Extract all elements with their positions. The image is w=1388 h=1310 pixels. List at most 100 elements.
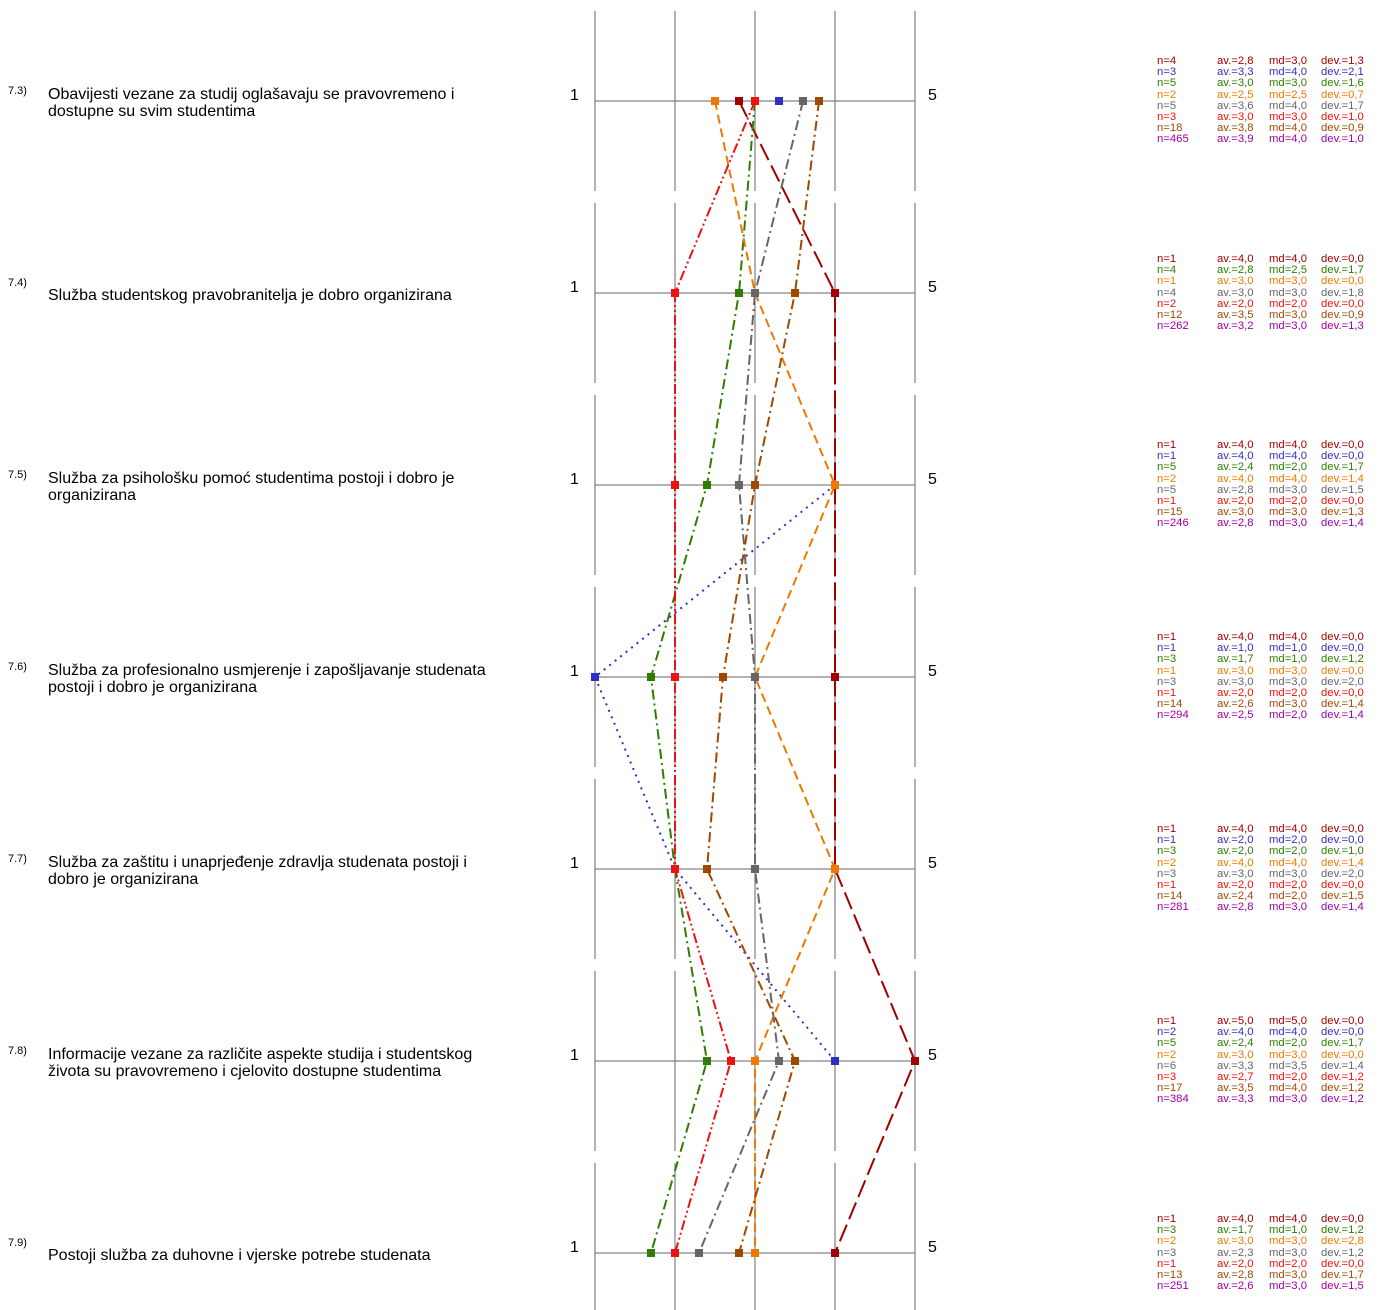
stat-deviation: dev.=0,0 bbox=[1321, 297, 1364, 310]
scale-min-label: 1 bbox=[570, 471, 579, 488]
data-point bbox=[831, 673, 839, 681]
stat-median: md=4,0 bbox=[1269, 66, 1307, 79]
stat-n: n=6 bbox=[1157, 1059, 1177, 1072]
stat-row: n=3 av.=3,0 md=3,0 dev.=2,0 bbox=[1157, 867, 1364, 880]
stat-median: md=4,0 bbox=[1269, 1213, 1307, 1225]
stat-deviation: dev.=0,0 bbox=[1321, 664, 1364, 677]
stat-deviation: dev.=1,0 bbox=[1321, 111, 1364, 124]
stat-row: n=5 av.=2,8 md=3,0 dev.=1,5 bbox=[1157, 483, 1364, 496]
stat-median: md=4,0 bbox=[1269, 856, 1307, 869]
stat-deviation: dev.=1,2 bbox=[1321, 653, 1364, 666]
stat-median: md=3,0 bbox=[1269, 664, 1307, 677]
stat-n: n=12 bbox=[1157, 309, 1183, 322]
stat-deviation: dev.=1,3 bbox=[1321, 506, 1364, 519]
question-number: 7.8) bbox=[8, 1045, 27, 1057]
stat-median: md=3,0 bbox=[1269, 55, 1307, 67]
data-point bbox=[775, 1057, 783, 1065]
stat-row: n=6 av.=3,3 md=3,5 dev.=1,4 bbox=[1157, 1059, 1364, 1072]
stat-row: n=1 av.=4,0 md=4,0 dev.=0,0 bbox=[1157, 439, 1364, 451]
stat-row: n=251 av.=2,6 md=3,0 dev.=1,5 bbox=[1157, 1280, 1364, 1293]
data-point bbox=[791, 289, 799, 297]
scale-min-label: 1 bbox=[570, 1239, 579, 1256]
stat-deviation: dev.=1,5 bbox=[1321, 1280, 1364, 1293]
stat-average: av.=3,3 bbox=[1217, 66, 1254, 79]
stat-median: md=3,5 bbox=[1269, 1059, 1307, 1072]
data-point bbox=[703, 1057, 711, 1065]
stat-median: md=3,0 bbox=[1269, 77, 1307, 90]
data-point bbox=[735, 97, 743, 105]
stat-deviation: dev.=0,0 bbox=[1321, 495, 1364, 508]
stat-row: n=12 av.=3,5 md=3,0 dev.=0,9 bbox=[1157, 309, 1364, 322]
stat-average: av.=4,0 bbox=[1217, 450, 1254, 463]
stat-row: n=5 av.=2,4 md=2,0 dev.=1,7 bbox=[1157, 1037, 1364, 1050]
data-point bbox=[735, 1249, 743, 1257]
stat-median: md=3,0 bbox=[1269, 506, 1307, 519]
stat-average: av.=3,0 bbox=[1217, 286, 1254, 299]
stat-average: av.=2,0 bbox=[1217, 687, 1254, 700]
stat-average: av.=4,0 bbox=[1217, 823, 1254, 835]
series-markers bbox=[591, 97, 919, 1257]
scale-max-label: 5 bbox=[928, 1047, 937, 1064]
stat-row: n=3 av.=2,3 md=3,0 dev.=1,2 bbox=[1157, 1246, 1364, 1259]
data-point bbox=[751, 1057, 759, 1065]
stat-deviation: dev.=0,0 bbox=[1321, 275, 1364, 288]
question-stats: n=4 av.=2,8 md=3,0 dev.=1,3 n=3 av.=3,3 md=4,0… bbox=[1157, 55, 1364, 146]
stat-average: av.=3,5 bbox=[1217, 309, 1254, 322]
question-text: Služba za profesionalno usmjerenje i zap… bbox=[48, 662, 486, 696]
stat-average: av.=2,4 bbox=[1217, 890, 1254, 903]
stat-n: n=14 bbox=[1157, 890, 1183, 903]
stat-n: n=2 bbox=[1157, 856, 1177, 869]
data-point bbox=[831, 1057, 839, 1065]
stat-average: av.=2,8 bbox=[1217, 483, 1254, 496]
stat-average: av.=3,0 bbox=[1217, 1048, 1254, 1061]
stat-row: n=3 av.=3,0 md=3,0 dev.=2,0 bbox=[1157, 676, 1364, 688]
stat-n: n=2 bbox=[1157, 1026, 1177, 1039]
scale-max-label: 5 bbox=[928, 663, 937, 680]
stat-average: av.=3,8 bbox=[1217, 122, 1254, 135]
stat-deviation: dev.=1,7 bbox=[1321, 1269, 1364, 1282]
question-number: 7.5) bbox=[8, 469, 27, 481]
stat-median: md=3,0 bbox=[1269, 1235, 1307, 1248]
stat-average: av.=1,0 bbox=[1217, 642, 1254, 655]
stat-deviation: dev.=0,0 bbox=[1321, 642, 1364, 655]
stat-deviation: dev.=1,5 bbox=[1321, 483, 1364, 496]
stat-n: n=1 bbox=[1157, 1257, 1177, 1270]
stat-n: n=281 bbox=[1157, 901, 1189, 914]
stat-row: n=3 av.=1,7 md=1,0 dev.=1,2 bbox=[1157, 653, 1364, 666]
stat-deviation: dev.=1,0 bbox=[1321, 845, 1364, 858]
stat-average: av.=2,6 bbox=[1217, 1280, 1254, 1293]
stat-n: n=262 bbox=[1157, 320, 1189, 333]
stat-row: n=1 av.=4,0 md=4,0 dev.=0,0 bbox=[1157, 1213, 1364, 1225]
stat-deviation: dev.=2,0 bbox=[1321, 867, 1364, 880]
stat-n: n=17 bbox=[1157, 1082, 1183, 1095]
stat-average: av.=4,0 bbox=[1217, 439, 1254, 451]
stat-average: av.=2,8 bbox=[1217, 1269, 1254, 1282]
stat-deviation: dev.=1,7 bbox=[1321, 1037, 1364, 1050]
data-point bbox=[703, 865, 711, 873]
stat-median: md=2,0 bbox=[1269, 687, 1307, 700]
scale-max-label: 5 bbox=[928, 1239, 937, 1256]
data-point bbox=[791, 1057, 799, 1065]
stat-median: md=4,0 bbox=[1269, 450, 1307, 463]
stat-row: n=3 av.=3,3 md=4,0 dev.=2,1 bbox=[1157, 66, 1364, 79]
stat-average: av.=2,8 bbox=[1217, 264, 1254, 277]
stat-row: n=294 av.=2,5 md=2,0 dev.=1,4 bbox=[1157, 709, 1364, 722]
question-text: Služba za psihološku pomoć studentima po… bbox=[48, 470, 455, 504]
stat-row: n=5 av.=3,0 md=3,0 dev.=1,6 bbox=[1157, 77, 1364, 90]
stat-median: md=3,0 bbox=[1269, 275, 1307, 288]
stat-deviation: dev.=0,0 bbox=[1321, 439, 1364, 451]
stat-deviation: dev.=1,6 bbox=[1321, 77, 1364, 90]
question-number: 7.7) bbox=[8, 853, 27, 865]
stat-median: md=2,0 bbox=[1269, 709, 1307, 722]
scale-min-label: 1 bbox=[570, 87, 579, 104]
stat-n: n=384 bbox=[1157, 1093, 1189, 1106]
stat-n: n=1 bbox=[1157, 439, 1177, 451]
stat-median: md=2,0 bbox=[1269, 297, 1307, 310]
data-point bbox=[647, 1249, 655, 1257]
stat-average: av.=3,3 bbox=[1217, 1059, 1254, 1072]
stat-deviation: dev.=0,7 bbox=[1321, 88, 1364, 101]
stat-average: av.=2,3 bbox=[1217, 1246, 1254, 1259]
stat-average: av.=3,0 bbox=[1217, 275, 1254, 288]
question-number: 7.9) bbox=[8, 1237, 27, 1249]
scale-min-label: 1 bbox=[570, 855, 579, 872]
